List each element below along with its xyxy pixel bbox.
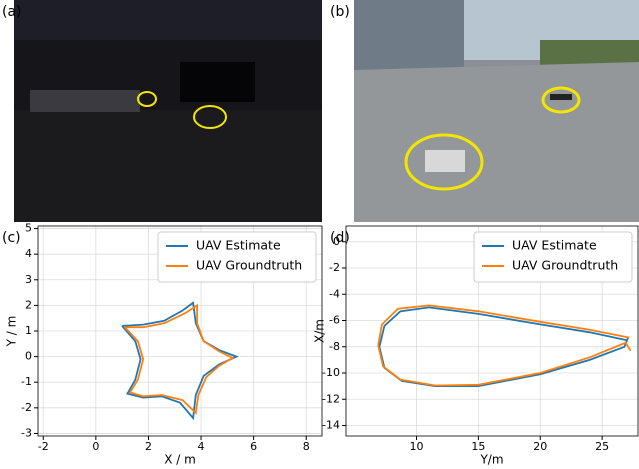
x-tick-label: 10 [410,440,424,453]
y-axis-label: X/m [313,319,327,343]
y-tick-label: -2 [329,261,340,274]
y-tick-label: 0 [25,350,32,363]
y-tick-label: 2 [25,298,32,311]
y-tick-label: 1 [25,324,32,337]
x-axis-label: X / m [164,453,196,466]
plot-frame [345,225,639,437]
y-tick-label: 0 [333,235,340,248]
panel-label: (c) [2,230,21,246]
y-tick-label: 4 [25,247,32,260]
x-tick-label: -2 [38,440,49,453]
series-line [377,304,632,387]
legend-label: UAV Groundtruth [196,258,302,273]
x-tick-label: 0 [92,440,99,453]
series-line [121,301,239,421]
panel-label: (b) [330,4,350,20]
y-axis-label: Y / m [5,316,19,348]
legend-label: UAV Estimate [196,238,281,253]
y-tick-label: -10 [322,366,340,379]
y-tick-label: -8 [329,340,340,353]
y-tick-label: 3 [25,273,32,286]
y-tick-label: -14 [322,419,340,432]
x-tick-label: 2 [145,440,152,453]
legend-label: UAV Estimate [512,238,597,253]
x-tick-label: 25 [595,440,609,453]
legend-box [157,231,317,283]
legend-label: UAV Groundtruth [512,258,618,273]
y-tick-label: -2 [21,401,32,414]
y-tick-label: -4 [329,287,340,300]
series-line [124,303,235,415]
photo-a [14,0,322,222]
legend-box [473,231,633,283]
y-tick-label: -12 [322,392,340,405]
y-tick-label: -6 [329,314,340,327]
x-tick-label: 6 [250,440,257,453]
plot-frame [37,225,323,437]
y-tick-label: 5 [25,222,32,235]
x-tick-label: 8 [303,440,310,453]
y-tick-label: -1 [21,375,32,388]
x-axis-label: Y/m [479,453,503,466]
x-tick-label: 20 [533,440,547,453]
y-tick-label: -3 [21,426,32,439]
panel-label: (a) [2,4,22,20]
x-tick-label: 4 [198,440,205,453]
photo-b [354,0,639,222]
x-tick-label: 15 [471,440,485,453]
